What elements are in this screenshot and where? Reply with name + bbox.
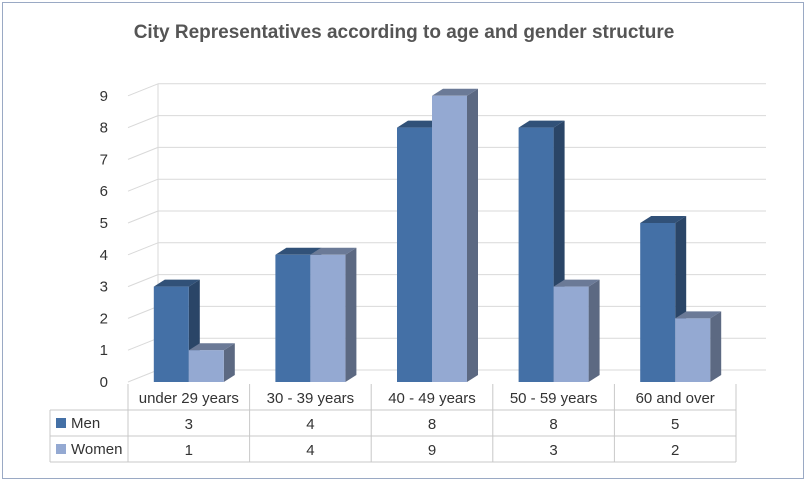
bar-women [310,254,346,382]
data-label: 8 [428,416,436,433]
bar-side [588,279,600,382]
bar-side [467,88,478,383]
legend-key-women [56,444,66,454]
data-label: 8 [549,416,557,433]
bar-side [223,343,235,382]
y-tick-label: 2 [100,310,108,327]
legend-key-men [56,418,66,428]
gridline-depth [127,146,159,160]
bar-women [675,318,711,382]
y-tick-label: 6 [100,183,108,200]
bar-top [553,279,600,287]
data-label: 9 [428,442,436,459]
data-label: 1 [185,442,193,459]
y-tick-label: 1 [100,342,108,359]
gridline-depth [127,210,159,224]
bar-women [188,350,224,382]
y-tick-label: 9 [100,88,108,105]
y-tick-label: 3 [100,279,108,296]
data-label: 4 [306,416,314,433]
data-label: 3 [185,416,193,433]
y-tick-label: 0 [100,374,108,391]
data-label: 5 [671,416,679,433]
gridline-depth [127,337,159,351]
y-tick-label: 4 [100,247,108,264]
bar-top [518,120,565,128]
data-label: 4 [306,442,314,459]
bar-top [640,216,687,223]
gridline-depth [127,369,159,383]
category-label: 30 - 39 years [267,390,355,407]
gridline-depth [127,305,159,319]
legend-label-women: Women [71,441,122,458]
bar-women [432,95,467,383]
chart-title: City Representatives according to age an… [133,22,675,43]
gridline-depth [127,274,159,288]
data-label: 3 [549,442,557,459]
gridline-depth [127,83,159,97]
bar-top [397,120,443,128]
gridline-depth [127,242,159,256]
bar-men [518,127,554,382]
y-tick-label: 7 [100,151,108,168]
data-label: 2 [671,442,679,459]
bar-top [275,247,322,255]
category-label: 60 and over [636,390,715,407]
gridline-depth [127,178,159,192]
bar-top [153,279,200,287]
bar-side [345,247,357,382]
gridline-depth [127,115,159,129]
bar-men [640,223,676,382]
bar-men [397,127,432,382]
bar-women [553,286,589,382]
legend-label-men: Men [71,415,100,432]
bar-men [275,254,311,382]
category-label: 50 - 59 years [510,390,598,407]
bar-side [710,311,722,382]
bar-men [153,286,189,382]
category-label: under 29 years [139,390,239,407]
bar-top [675,311,722,319]
bar-top [188,343,235,351]
bar-top [432,88,478,96]
y-tick-label: 5 [100,215,108,232]
category-label: 40 - 49 years [388,390,476,407]
bar-top [310,247,357,255]
y-tick-label: 8 [100,120,108,137]
